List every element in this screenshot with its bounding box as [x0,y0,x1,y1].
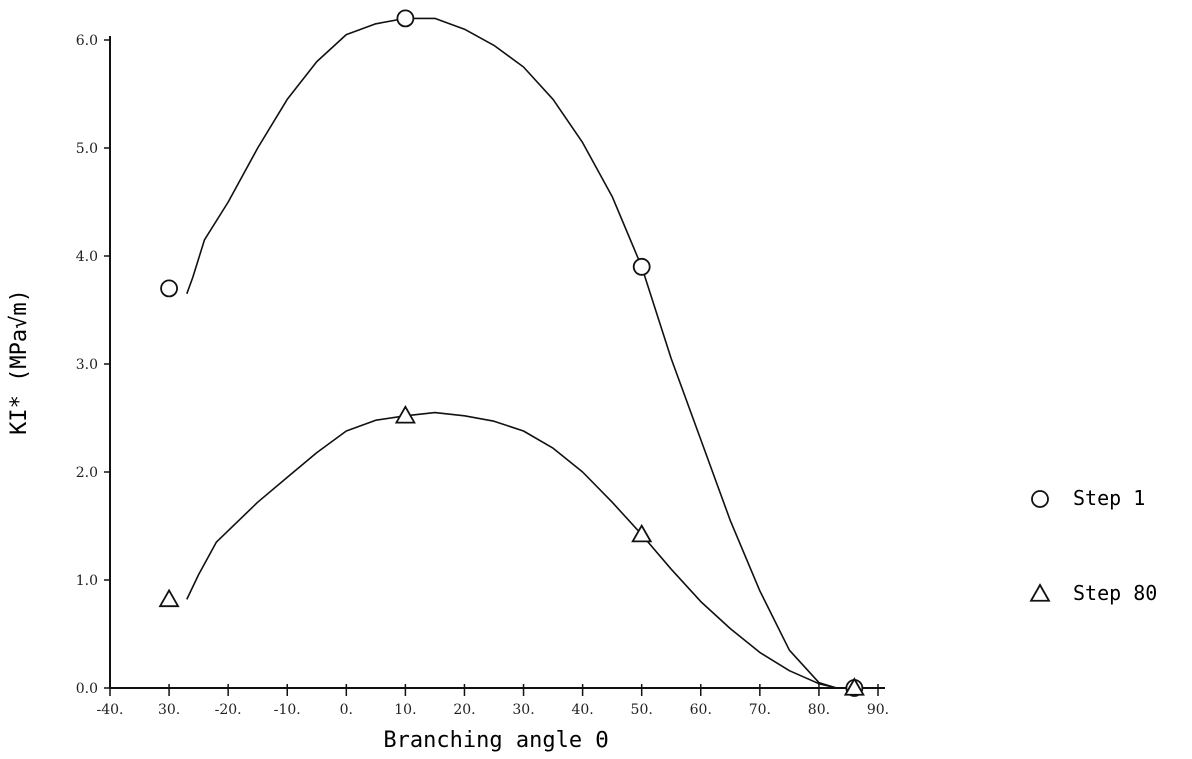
y-ticks: 0.0 1.0 2.0 3.0 4.0 5.0 6.0 [76,33,110,697]
series-markers [158,9,865,697]
x-tick-label: 20. [453,702,475,718]
data-point-circle [396,9,415,28]
x-axis-label: Branching angle Θ [383,728,608,753]
x-tick-label: -40. [97,702,124,718]
x-tick-label: 90. [867,702,889,718]
x-tick-label: 30. [158,702,180,718]
x-tick-label: 10. [394,702,416,718]
x-tick-label: 60. [690,702,712,718]
legend-label: Step 1 [1073,486,1145,510]
y-tick-label: 5.0 [76,141,98,157]
data-point-triangle [843,677,865,696]
y-tick-label: 3.0 [76,357,98,373]
x-tick-label: -20. [215,702,242,718]
data-point-triangle [158,588,180,608]
series-line-1 [186,17,855,689]
legend-marker-triangle [1029,583,1051,602]
data-point-circle [632,257,651,276]
data-point-triangle [631,523,653,543]
x-tick-label: 80. [808,702,830,718]
data-point-circle [160,279,178,298]
legend-marker-circle [1031,490,1049,508]
x-tick-label: 40. [571,702,593,718]
y-tick-label: 1.0 [76,573,98,589]
x-tick-label: 0. [340,702,353,718]
y-tick-label: 0.0 [76,681,98,697]
x-tick-label: 70. [749,702,771,718]
legend: Step 1 Step 80 [1029,486,1157,605]
x-tick-label: -10. [274,702,301,718]
x-ticks: -40. 30. -20. -10. 0. 10. 20. 30. 40. 50. 60. 70. 80… [97,684,889,718]
series-line-2 [186,411,855,689]
x-tick-label: 50. [631,702,653,718]
data-point-triangle [394,405,416,424]
series-curves [186,17,855,689]
y-axis-label: KI* (MPa√m) [7,289,32,435]
x-tick-label: 30. [512,702,534,718]
y-tick-label: 6.0 [76,33,98,49]
legend-label: Step 80 [1073,581,1157,605]
y-tick-label: 4.0 [76,249,98,265]
y-tick-label: 2.0 [76,465,98,481]
axes [109,36,885,689]
